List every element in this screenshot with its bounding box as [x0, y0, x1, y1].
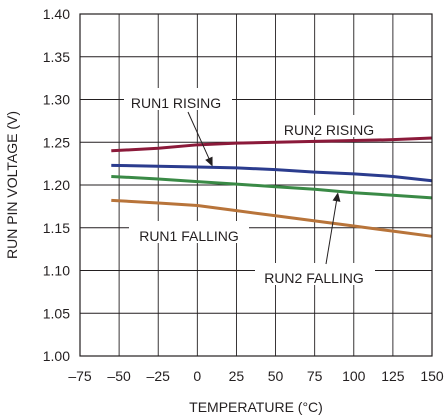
- plot-frame: [79, 13, 433, 357]
- x-tick-label: 25: [229, 368, 245, 384]
- x-tick-label: 75: [307, 368, 323, 384]
- y-tick-label: 1.15: [43, 220, 70, 236]
- annotation-arrow-head: [332, 192, 341, 202]
- annotations: RUN1 RISING RUN2 RISING RUN1 FALLING RUN2 F…: [124, 88, 377, 286]
- series-line-run2-rising: [111, 136, 433, 153]
- annotation-label: RUN2 FALLING: [264, 270, 364, 286]
- x-tick-label: 125: [381, 368, 405, 384]
- x-tick-label: 0: [193, 368, 201, 384]
- series-line-run1-rising: [111, 163, 433, 183]
- annotation-bg: [129, 221, 249, 243]
- y-tick-label: 1.00: [43, 348, 70, 364]
- x-tick-label: 50: [268, 368, 284, 384]
- y-tick-label: 1.35: [43, 49, 70, 65]
- annotation-arrow-head: [205, 156, 213, 167]
- series-line-run1-falling: [111, 198, 433, 238]
- x-tick-labels: –75 –50 –25 0 25 50 75 100 125 150: [68, 368, 444, 384]
- y-axis-label: RUN PIN VOLTAGE (V): [4, 111, 20, 259]
- y-tick-label: 1.20: [43, 177, 70, 193]
- series-line-run2-falling: [111, 174, 433, 200]
- annotation-label: RUN1 FALLING: [139, 228, 239, 244]
- x-axis-label: TEMPERATURE (°C): [189, 399, 323, 415]
- annotation-bg: [283, 115, 377, 137]
- y-tick-label: 1.25: [43, 134, 70, 150]
- y-tick-label: 1.30: [43, 92, 70, 108]
- annotation-label: RUN2 RISING: [284, 122, 374, 138]
- x-tick-label: 100: [342, 368, 366, 384]
- annotation-bg: [124, 88, 232, 110]
- x-tick-label: –75: [68, 368, 92, 384]
- annotation-arrow-line: [325, 197, 338, 265]
- series-lines: [111, 136, 433, 238]
- y-tick-label: 1.40: [43, 6, 70, 22]
- y-tick-label: 1.05: [43, 305, 70, 321]
- y-tick-labels: 1.00 1.05 1.10 1.15 1.20 1.25 1.30 1.35 1.40: [43, 6, 70, 364]
- x-tick-label: 150: [420, 368, 444, 384]
- annotation-bg: [255, 263, 375, 285]
- x-tick-label: –50: [107, 368, 131, 384]
- annotation-label: RUN1 RISING: [131, 95, 221, 111]
- y-tick-label: 1.10: [43, 263, 70, 279]
- annotation-arrow-line: [187, 111, 211, 162]
- x-tick-label: –25: [147, 368, 171, 384]
